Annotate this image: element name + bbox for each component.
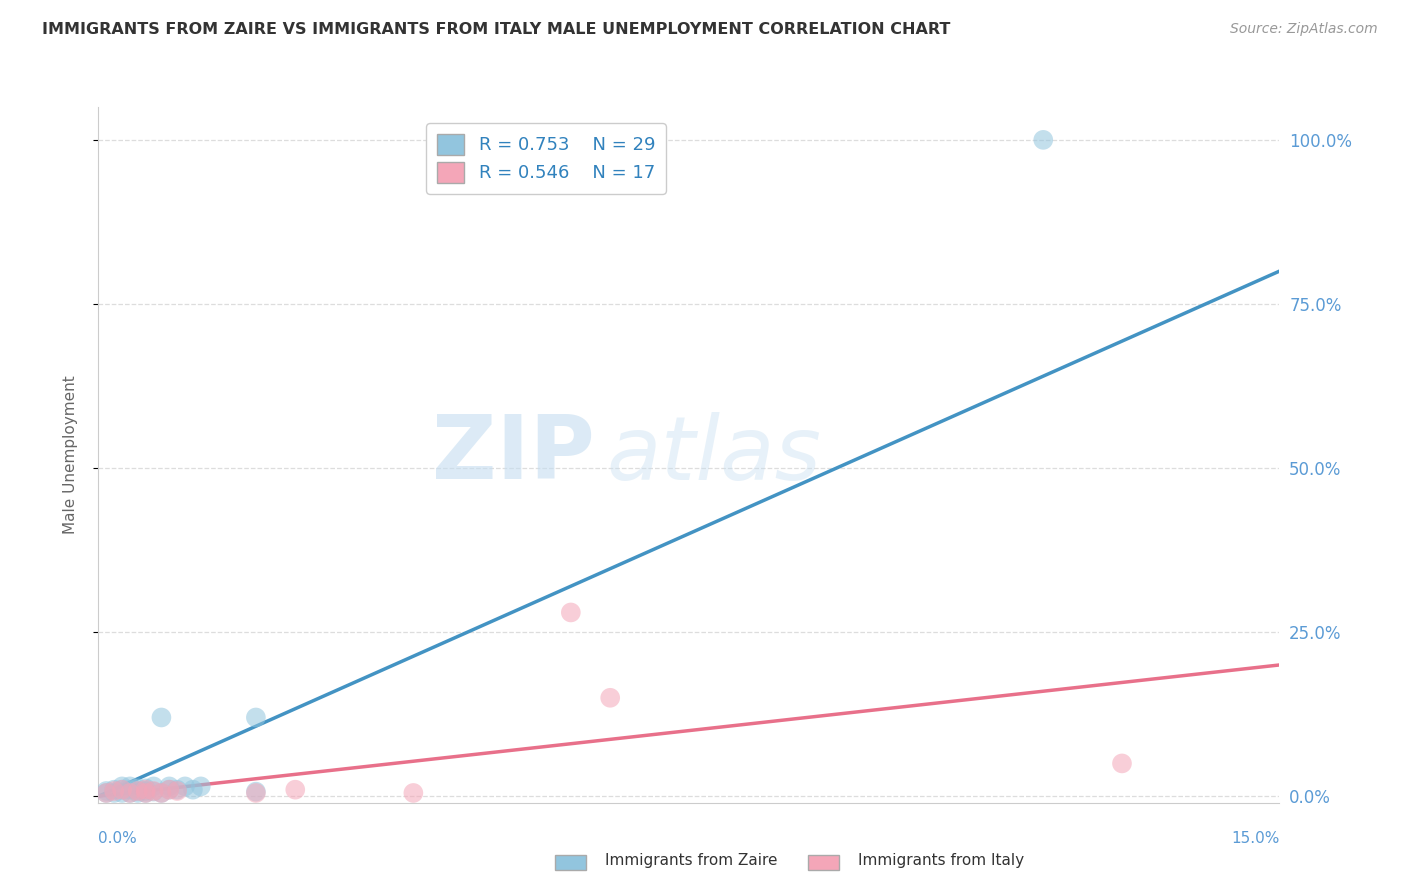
Point xyxy=(103,786,125,800)
Point xyxy=(1032,133,1054,147)
Text: Source: ZipAtlas.com: Source: ZipAtlas.com xyxy=(1230,22,1378,37)
Point xyxy=(284,782,307,797)
Point xyxy=(135,784,157,798)
Text: atlas: atlas xyxy=(606,412,821,498)
Point xyxy=(245,710,267,724)
Legend: R = 0.753    N = 29, R = 0.546    N = 17: R = 0.753 N = 29, R = 0.546 N = 17 xyxy=(426,123,666,194)
Point xyxy=(402,786,425,800)
Point xyxy=(118,782,141,797)
Text: 15.0%: 15.0% xyxy=(1232,831,1279,846)
Point xyxy=(135,786,157,800)
Point xyxy=(118,786,141,800)
Text: IMMIGRANTS FROM ZAIRE VS IMMIGRANTS FROM ITALY MALE UNEMPLOYMENT CORRELATION CHA: IMMIGRANTS FROM ZAIRE VS IMMIGRANTS FROM… xyxy=(42,22,950,37)
Point xyxy=(245,784,267,798)
Point xyxy=(127,784,149,798)
Point xyxy=(127,786,149,800)
Point xyxy=(96,786,118,800)
Point xyxy=(157,782,180,797)
Point xyxy=(111,782,134,797)
Text: Immigrants from Italy: Immigrants from Italy xyxy=(858,854,1024,868)
Point xyxy=(181,782,204,797)
Point xyxy=(150,786,173,800)
Point xyxy=(127,784,149,798)
Text: 0.0%: 0.0% xyxy=(98,831,138,846)
Point xyxy=(135,786,157,800)
Point xyxy=(190,780,212,794)
Y-axis label: Male Unemployment: Male Unemployment xyxy=(63,376,77,534)
Point xyxy=(599,690,621,705)
Point xyxy=(96,784,118,798)
Point xyxy=(166,782,188,797)
Point xyxy=(96,786,118,800)
Text: Immigrants from Zaire: Immigrants from Zaire xyxy=(605,854,778,868)
Text: ZIP: ZIP xyxy=(432,411,595,499)
Point xyxy=(111,786,134,800)
Point xyxy=(103,782,125,797)
Point xyxy=(157,780,180,794)
Point xyxy=(157,782,180,797)
Point xyxy=(1111,756,1133,771)
Point xyxy=(135,782,157,797)
Point xyxy=(103,784,125,798)
Point xyxy=(142,784,165,798)
Point xyxy=(118,780,141,794)
Point xyxy=(135,781,157,796)
Point xyxy=(166,784,188,798)
Point xyxy=(118,786,141,800)
Point xyxy=(142,784,165,798)
Point xyxy=(127,781,149,796)
Point xyxy=(150,786,173,800)
Point xyxy=(111,782,134,797)
Point xyxy=(245,786,267,800)
Point xyxy=(142,780,165,794)
Point xyxy=(111,780,134,794)
Point xyxy=(560,606,582,620)
Point xyxy=(174,780,197,794)
Point xyxy=(150,710,173,724)
